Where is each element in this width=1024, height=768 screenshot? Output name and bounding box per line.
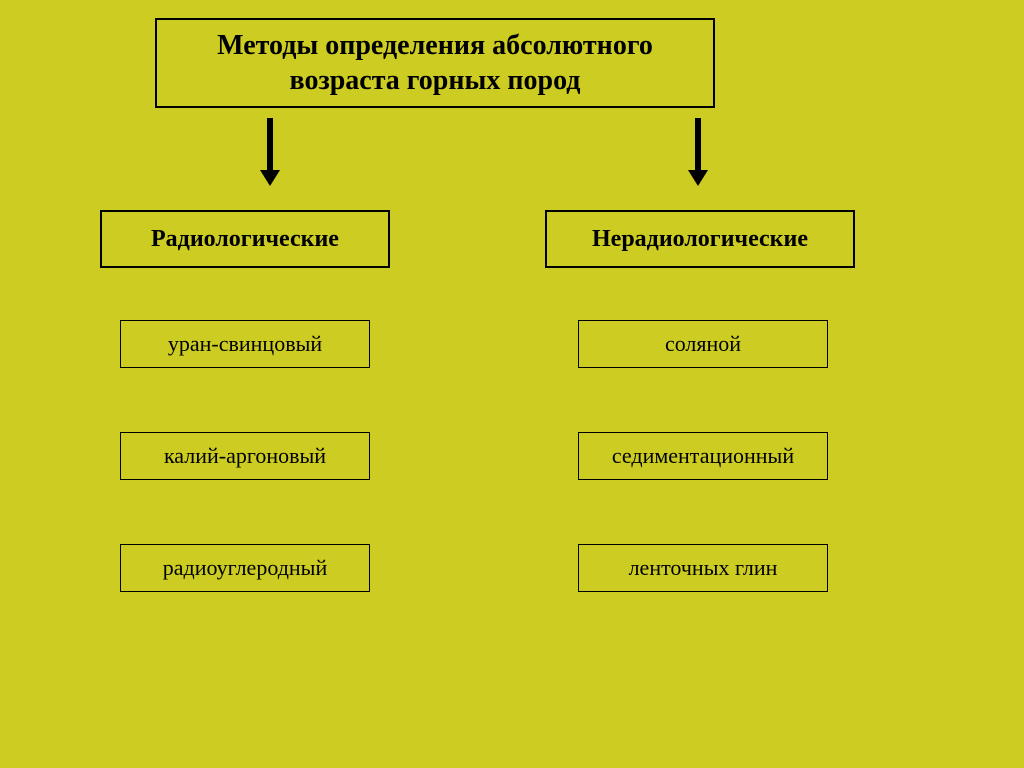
item-sedimentation: седиментационный [578, 432, 828, 480]
item-label: седиментационный [612, 442, 794, 470]
arrow-left [260, 118, 280, 186]
item-varved-clays: ленточных глин [578, 544, 828, 592]
title-line-1: Методы определения абсолютного [217, 28, 653, 63]
item-radiocarbon: радиоуглеродный [120, 544, 370, 592]
category-nonradiological: Нерадиологические [545, 210, 855, 268]
title-box: Методы определения абсолютного возраста … [155, 18, 715, 108]
category-radiological: Радиологические [100, 210, 390, 268]
item-label: соляной [665, 330, 741, 358]
item-label: радиоуглеродный [163, 554, 327, 582]
item-salt: соляной [578, 320, 828, 368]
item-label: ленточных глин [629, 554, 778, 582]
category-nonradiological-label: Нерадиологические [592, 224, 808, 254]
title-line-2: возраста горных пород [217, 63, 653, 98]
category-radiological-label: Радиологические [151, 224, 339, 254]
diagram-canvas: Методы определения абсолютного возраста … [0, 0, 1024, 768]
item-label: калий-аргоновый [164, 442, 326, 470]
item-uranium-lead: уран-свинцовый [120, 320, 370, 368]
arrow-right [688, 118, 708, 186]
item-label: уран-свинцовый [168, 330, 322, 358]
item-potassium-argon: калий-аргоновый [120, 432, 370, 480]
